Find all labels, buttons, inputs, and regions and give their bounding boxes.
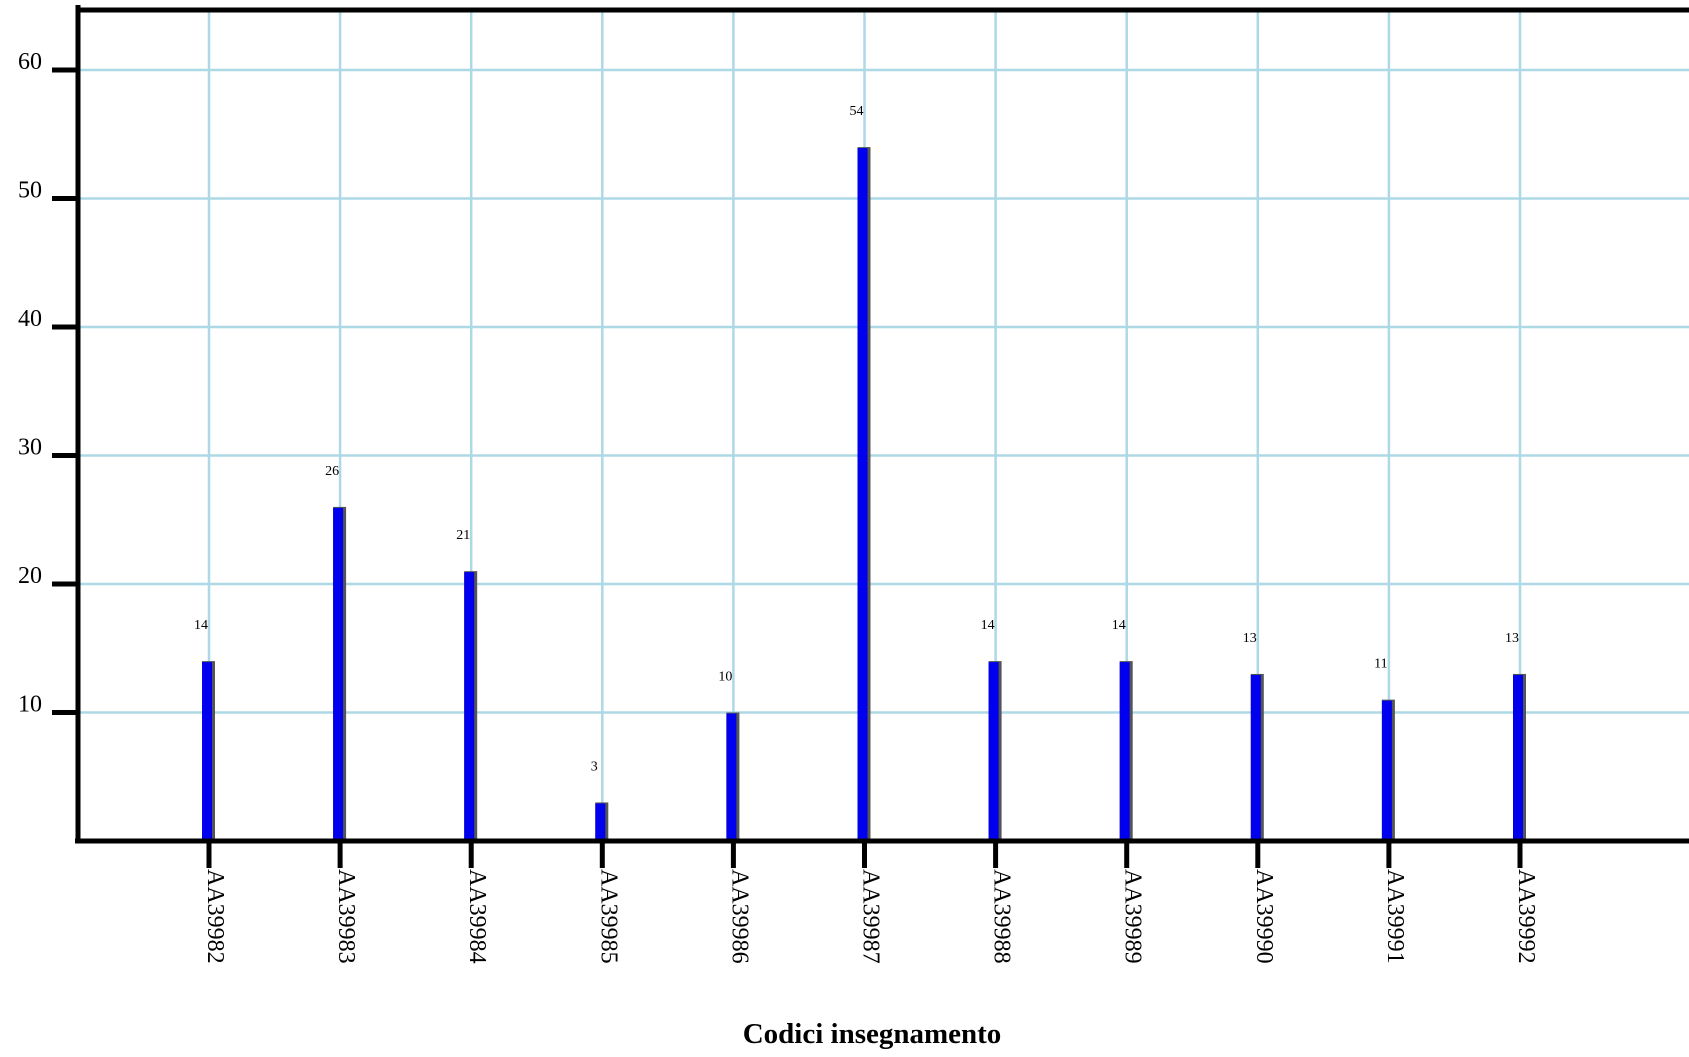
- x-category-label: AA39988: [989, 869, 1015, 964]
- bar: [595, 803, 606, 841]
- x-category-label: AA39982: [202, 869, 228, 964]
- bar: [857, 148, 868, 842]
- bar-value-label: 11: [1374, 657, 1387, 672]
- bar: [1119, 662, 1130, 841]
- bar: [726, 713, 737, 841]
- bar: [202, 662, 212, 841]
- x-category-label: AA39990: [1251, 869, 1277, 964]
- x-category-label: AA39986: [726, 869, 752, 964]
- x-category-label: AA39987: [858, 869, 884, 964]
- y-tick-label: 20: [18, 563, 42, 589]
- bars: [202, 147, 1526, 842]
- bar-value-label: 26: [325, 464, 339, 479]
- x-axis-title: Codici insegnamento: [743, 1018, 1002, 1050]
- y-tick-label: 50: [18, 178, 42, 204]
- bar-value-label: 14: [194, 618, 208, 633]
- bar-value-label: 14: [1112, 618, 1126, 633]
- bar-value-label: 3: [591, 759, 598, 774]
- bar: [1513, 674, 1523, 841]
- bar-value-label: 54: [850, 104, 864, 119]
- y-tick-label: 60: [18, 49, 42, 75]
- x-category-label: AA39983: [333, 869, 359, 964]
- x-category-label: AA39989: [1120, 869, 1146, 964]
- bar: [988, 662, 999, 841]
- axes: [52, 5, 1689, 868]
- x-category-label: AA39992: [1513, 869, 1539, 964]
- bar-value-label: 21: [456, 528, 470, 543]
- bar-value-label: 14: [981, 618, 995, 633]
- bar: [333, 507, 344, 841]
- y-tick-label: 30: [18, 435, 42, 461]
- bar-value-label: 10: [718, 670, 732, 685]
- y-tick-label: 10: [18, 692, 42, 718]
- bar: [464, 572, 475, 841]
- bar-value-label: 13: [1505, 631, 1519, 646]
- x-category-label: AA39984: [464, 869, 490, 964]
- x-category-label: AA39985: [595, 869, 621, 964]
- grid-lines: [78, 10, 1689, 841]
- x-category-label: AA39991: [1382, 869, 1408, 964]
- labels: 10 20 30 40 50 60 14 AA39982 26 AA39983 21 AA39984 3…: [18, 49, 1539, 964]
- bar-value-label: 13: [1243, 631, 1257, 646]
- bar: [1381, 700, 1392, 841]
- bar: [1250, 674, 1261, 841]
- y-tick-label: 40: [18, 306, 42, 332]
